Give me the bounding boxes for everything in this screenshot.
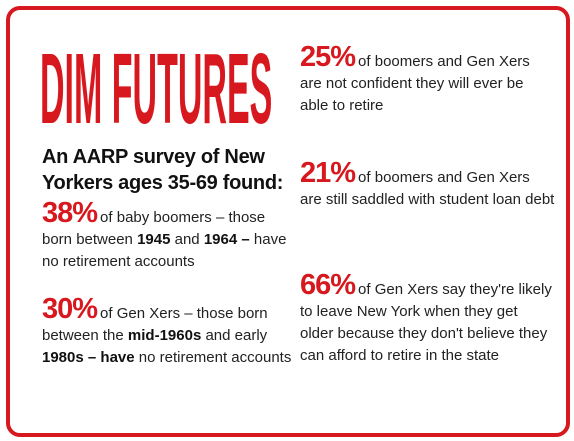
stat: 21% of boomers and Gen Xers are still sad… — [300, 159, 555, 211]
stat-figure: 30% — [42, 293, 98, 325]
stat-text: mid-1960s — [127, 327, 202, 344]
stat-figure: 66% — [300, 269, 356, 301]
stat-text: of boomers and Gen Xers are not confiden… — [300, 53, 530, 114]
stat: 25% of boomers and Gen Xers are not confi… — [300, 43, 555, 117]
stat: 38% of baby boomers – those born between … — [42, 199, 297, 273]
stat-text: and — [174, 231, 200, 248]
stat-text: have no retirement accounts — [42, 231, 287, 270]
stat-text: – have — [87, 349, 135, 366]
intro: An AARP survey of New Yorkers ages 35-69… — [42, 146, 284, 194]
stat-text: of Gen Xers – those born between the — [42, 305, 268, 344]
stat-text: and early — [205, 327, 268, 344]
stat-text: of boomers and Gen Xers are still saddle… — [300, 169, 555, 208]
stat-text: 1964 – — [203, 231, 250, 248]
card: DIM FUTURES An AARP survey of New Yorker… — [6, 6, 570, 437]
stat-figure: 38% — [42, 197, 98, 229]
title-box: DIM FUTURES — [40, 44, 290, 134]
stat-text: of baby boomers – those born between — [42, 209, 266, 248]
stat: 30% of Gen Xers – those born between the … — [42, 295, 297, 369]
stat-text: of Gen Xers say they're likely to leave … — [300, 281, 552, 364]
stat-figure: 21% — [300, 157, 356, 189]
stat-text: 1945 — [137, 231, 171, 248]
title: DIM FUTURES — [40, 44, 273, 134]
stat: 66% of Gen Xers say they're likely to lea… — [300, 271, 555, 367]
stat-figure: 25% — [300, 41, 356, 73]
stat-text: 1980s — [42, 349, 84, 366]
stat-text: no retirement accounts — [138, 349, 292, 366]
